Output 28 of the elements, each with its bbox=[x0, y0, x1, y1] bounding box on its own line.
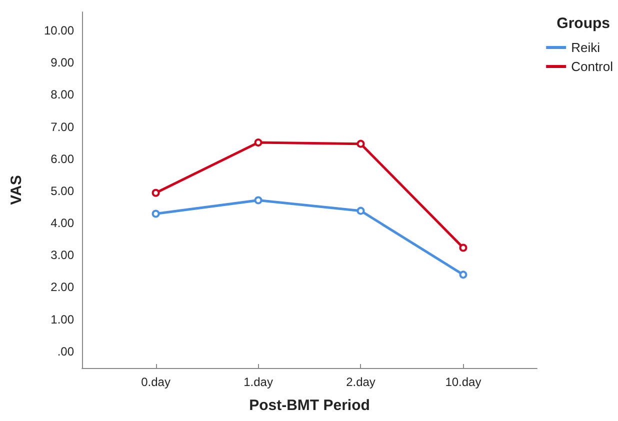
point bbox=[152, 188, 160, 197]
y-tick-label: 5.00 bbox=[50, 184, 74, 198]
point bbox=[152, 210, 160, 218]
point bbox=[254, 196, 262, 204]
y-tick-label: 9.00 bbox=[50, 56, 74, 70]
y-tick-label: 1.00 bbox=[50, 312, 74, 326]
x-tick-label: 10.day bbox=[445, 375, 482, 389]
point bbox=[459, 244, 468, 252]
x-tick-label: 2.day bbox=[346, 375, 376, 389]
point bbox=[356, 206, 365, 215]
y-tick-label: 10.00 bbox=[44, 24, 74, 38]
legend-label: Control bbox=[571, 59, 614, 74]
x-axis-title: Post-BMT Period bbox=[249, 397, 370, 414]
y-tick-label: 3.00 bbox=[50, 248, 74, 262]
y-tick-label: 7.00 bbox=[50, 120, 74, 134]
y-tick-label: .00 bbox=[57, 344, 74, 358]
legend-title: Groups bbox=[556, 15, 610, 32]
y-tick-label: 4.00 bbox=[50, 216, 74, 230]
x-tick-label: 0.day bbox=[141, 375, 170, 389]
point bbox=[356, 140, 365, 148]
x-tick-label: 1.day bbox=[244, 375, 273, 389]
point bbox=[254, 138, 262, 147]
y-tick-label: 2.00 bbox=[50, 280, 74, 294]
y-tick-label: 6.00 bbox=[50, 152, 74, 166]
y-axis-title: VAS bbox=[8, 175, 25, 205]
legend-label: Reiki bbox=[571, 40, 600, 55]
point bbox=[459, 270, 468, 279]
y-tick-label: 8.00 bbox=[50, 88, 74, 102]
